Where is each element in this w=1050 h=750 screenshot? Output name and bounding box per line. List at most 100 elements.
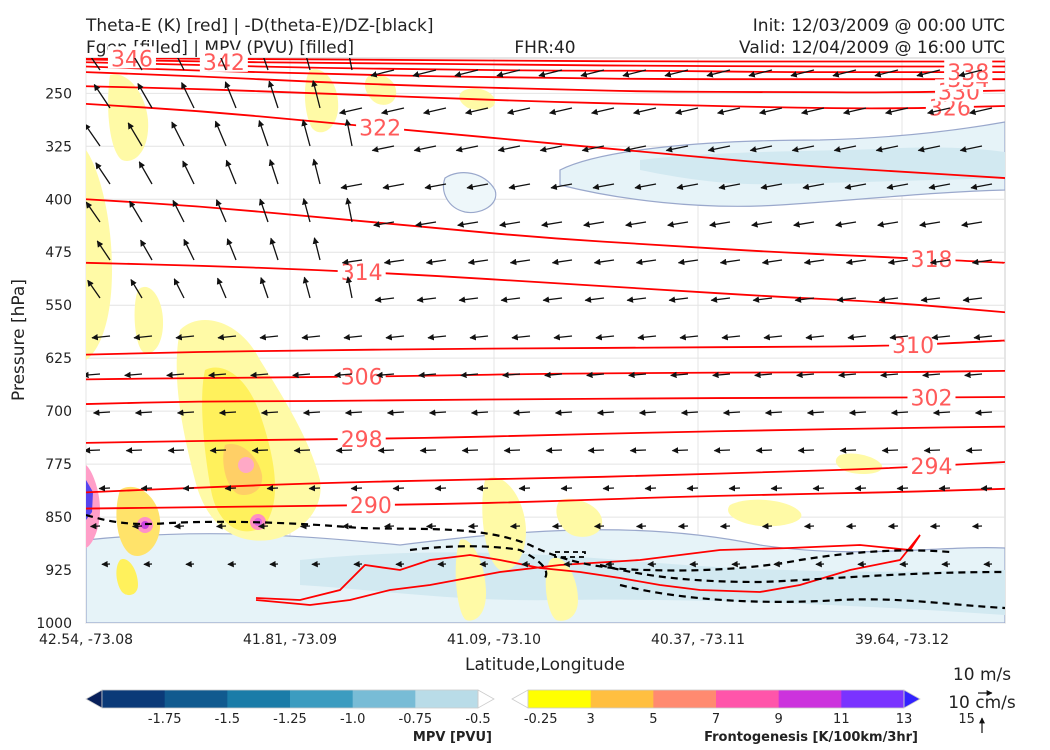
wind-vector: [962, 296, 983, 303]
wind-vector: [628, 371, 647, 379]
wind-key-speed: 10 m/s: [953, 665, 1011, 685]
wind-vector: [374, 296, 395, 303]
isentrope-label: 346: [111, 47, 153, 72]
wind-vector: [86, 201, 101, 223]
wind-vector: [225, 159, 237, 185]
wind-vector: [418, 371, 437, 379]
wind-vector: [260, 409, 279, 416]
x-tick-label: 41.81, -73.09: [243, 632, 337, 648]
isentrope-label-bg: [356, 115, 405, 138]
wind-vector: [833, 145, 857, 153]
wind-vector: [832, 69, 857, 78]
colorbar-swatch: [415, 690, 479, 708]
wind-vector: [712, 371, 731, 379]
wind-vector: [371, 145, 395, 153]
isentrope-label: 302: [910, 386, 952, 411]
wind-vector: [889, 334, 909, 341]
wind-vector: [512, 409, 531, 416]
forecast-hour: FHR:40: [514, 38, 575, 58]
isentrope-label-bg: [337, 426, 386, 449]
isentrope-318: [86, 198, 1005, 264]
isentrope-label-bg: [346, 493, 395, 516]
wind-vector: [916, 69, 941, 78]
wind-vector: [890, 409, 909, 416]
isentrope-label: 322: [359, 116, 401, 141]
fgen-fill-11: [728, 499, 802, 527]
wind-vector: [301, 334, 321, 341]
wind-vector: [292, 371, 311, 379]
stability-dashed-3: [599, 563, 1005, 584]
wind-vector: [171, 121, 185, 147]
fgen-peak-1: [238, 457, 254, 473]
wind-vector: [896, 485, 909, 492]
x-tick-label: 40.37, -73.11: [651, 632, 745, 648]
wind-vector: [875, 145, 899, 153]
wind-vector: [970, 183, 993, 191]
wind-vector: [679, 334, 699, 341]
wind-vector: [806, 409, 825, 416]
wind-vector: [847, 334, 867, 341]
wind-vector: [793, 221, 815, 228]
wind-vector: [958, 69, 983, 78]
wind-vector: [90, 58, 101, 71]
isentrope-label: 294: [910, 455, 952, 480]
isentrope-290: [86, 487, 1005, 510]
wind-vector: [791, 145, 815, 153]
wind-vector: [644, 485, 657, 492]
wind-vector: [293, 447, 311, 454]
fgen-fill-3b: [86, 480, 93, 520]
theta-e-lowlevel-contour: [255, 534, 921, 606]
fgen-fill-4: [86, 150, 112, 360]
y-tick-label: 775: [45, 457, 72, 473]
y-tick-label: 550: [45, 298, 72, 314]
wind-vector: [541, 221, 563, 228]
wind-vector: [412, 69, 437, 78]
wind-vector: [800, 107, 825, 115]
wind-vector: [224, 81, 237, 109]
wind-vector: [838, 371, 857, 379]
wind-vector: [511, 334, 531, 341]
wind-vector: [138, 161, 153, 185]
wind-vector: [98, 485, 111, 492]
wind-vector: [580, 69, 605, 78]
isentrope-label-bg: [907, 247, 956, 270]
colorbar-title: Frontogenesis [K/100km/3hr]: [704, 730, 918, 745]
isentrope-label-bg: [337, 364, 386, 387]
wind-vector: [268, 159, 279, 185]
wind-vector: [959, 145, 983, 153]
wind-vector: [754, 371, 773, 379]
wind-vector: [553, 334, 573, 341]
fgen-fill-16: [116, 559, 138, 596]
wind-vector: [214, 120, 227, 147]
wind-vector: [335, 447, 353, 454]
isentrope-label: 290: [350, 494, 392, 519]
wind-vector: [706, 69, 731, 78]
wind-vector: [932, 409, 951, 416]
x-tick-label: 41.09, -73.10: [447, 632, 541, 648]
colorbar-tick-label: 3: [587, 712, 595, 727]
isentrope-298: [86, 425, 1005, 444]
wind-vector: [980, 485, 993, 492]
wind-vector: [348, 58, 353, 71]
y-tick-label: 475: [45, 245, 72, 261]
wind-vector: [770, 485, 783, 492]
wind-vector: [877, 221, 899, 228]
colorbar-swatch: [102, 690, 166, 708]
wind-vector: [518, 485, 531, 492]
wind-vector: [923, 447, 941, 454]
wind-vector: [183, 238, 195, 261]
wind-vector: [961, 221, 983, 228]
wind-vector: [622, 69, 647, 78]
wind-vector: [434, 485, 447, 492]
wind-vector: [602, 485, 615, 492]
stability-dashed-1: [86, 513, 951, 572]
wind-vector: [686, 485, 699, 492]
wind-vector: [581, 145, 605, 153]
wind-vector: [632, 107, 657, 115]
wind-vector: [175, 334, 195, 341]
wind-vector: [385, 334, 405, 341]
wind-vector: [226, 238, 237, 261]
wind-vector: [343, 334, 363, 341]
colorbar-swatch: [716, 690, 780, 708]
